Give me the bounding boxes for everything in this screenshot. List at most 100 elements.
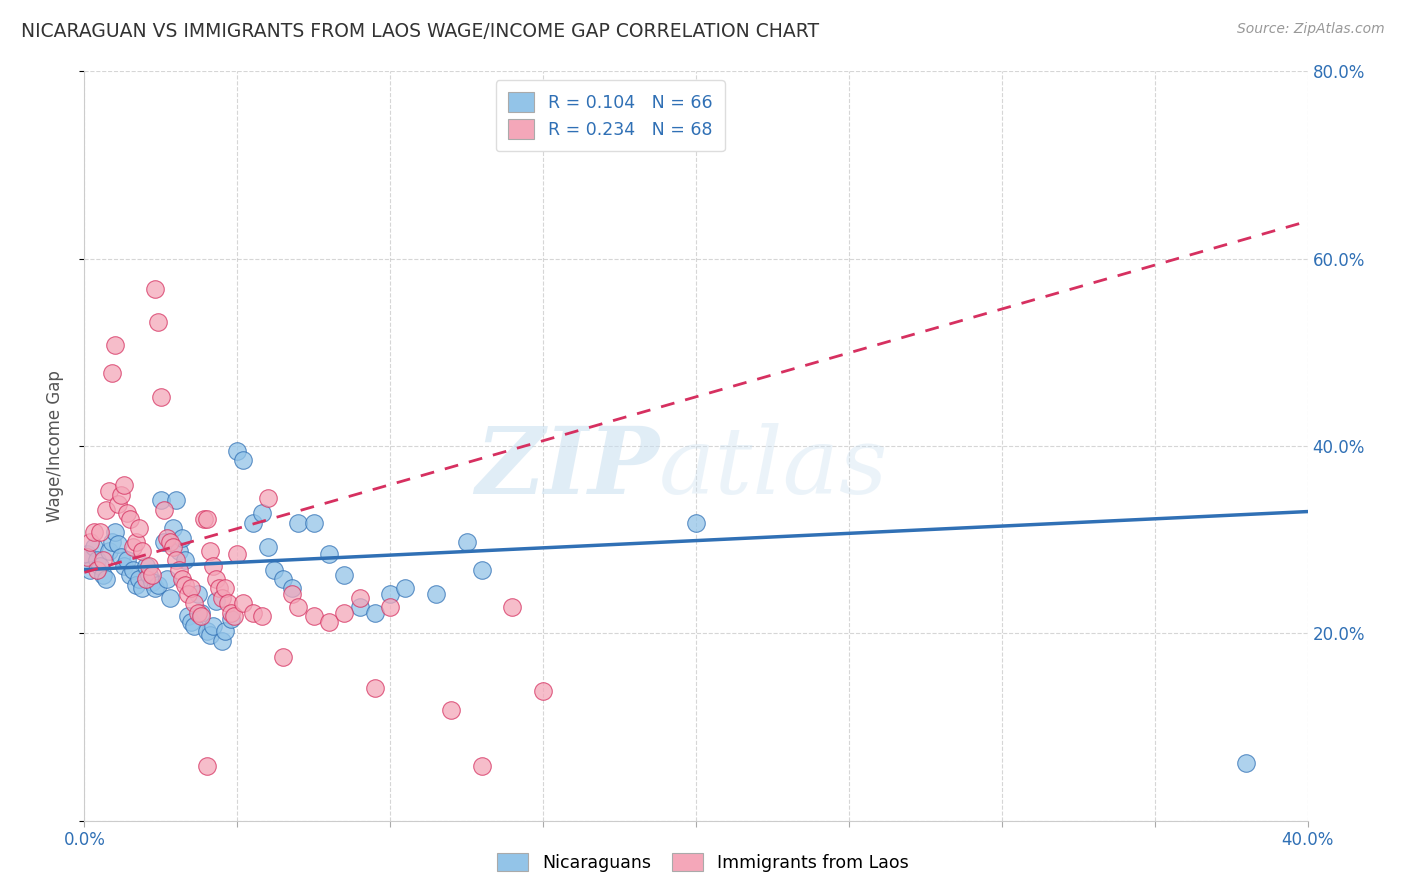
Point	[219, 606, 242, 620]
Text: atlas: atlas	[659, 424, 889, 514]
Point	[125, 577, 148, 591]
Point	[287, 516, 309, 530]
Point	[281, 587, 304, 601]
Point	[502, 600, 524, 615]
Point	[456, 534, 478, 549]
Point	[120, 568, 142, 582]
Point	[380, 587, 402, 601]
Point	[135, 572, 157, 586]
Point	[226, 443, 249, 458]
Point	[94, 502, 117, 516]
Point	[333, 606, 356, 620]
Point	[104, 338, 127, 352]
Point	[146, 577, 169, 591]
Point	[217, 596, 239, 610]
Point	[198, 628, 221, 642]
Point	[205, 593, 228, 607]
Point	[138, 558, 160, 573]
Point	[224, 609, 246, 624]
Point	[159, 591, 181, 605]
Point	[101, 534, 124, 549]
Point	[156, 531, 179, 545]
Point	[250, 507, 273, 521]
Point	[115, 553, 138, 567]
Point	[104, 525, 127, 540]
Point	[195, 759, 218, 773]
Legend: Nicaraguans, Immigrants from Laos: Nicaraguans, Immigrants from Laos	[491, 847, 915, 879]
Point	[394, 582, 416, 596]
Point	[302, 609, 325, 624]
Point	[91, 553, 114, 567]
Point	[101, 366, 124, 380]
Point	[172, 531, 194, 545]
Point	[232, 596, 254, 610]
Point	[167, 563, 190, 577]
Point	[97, 483, 120, 498]
Point	[186, 606, 208, 620]
Point	[685, 516, 707, 530]
Point	[110, 549, 132, 564]
Point	[76, 549, 98, 564]
Point	[79, 534, 101, 549]
Point	[162, 540, 184, 554]
Point	[226, 547, 249, 561]
Point	[141, 568, 163, 582]
Point	[172, 572, 194, 586]
Point	[107, 497, 129, 511]
Point	[86, 553, 108, 567]
Point	[186, 587, 208, 601]
Point	[257, 540, 280, 554]
Point	[162, 521, 184, 535]
Point	[128, 572, 150, 586]
Point	[153, 502, 176, 516]
Point	[177, 587, 200, 601]
Point	[149, 390, 172, 404]
Point	[193, 512, 215, 526]
Point	[94, 572, 117, 586]
Point	[122, 563, 145, 577]
Point	[349, 591, 371, 605]
Point	[141, 574, 163, 589]
Point	[165, 493, 187, 508]
Point	[195, 624, 218, 639]
Point	[138, 568, 160, 582]
Point	[190, 606, 212, 620]
Point	[110, 488, 132, 502]
Point	[135, 558, 157, 573]
Point	[146, 315, 169, 329]
Point	[112, 478, 135, 492]
Point	[97, 544, 120, 558]
Point	[83, 525, 105, 540]
Point	[159, 534, 181, 549]
Point	[125, 534, 148, 549]
Point	[364, 606, 387, 620]
Point	[89, 558, 111, 573]
Point	[271, 649, 294, 664]
Text: NICARAGUAN VS IMMIGRANTS FROM LAOS WAGE/INCOME GAP CORRELATION CHART: NICARAGUAN VS IMMIGRANTS FROM LAOS WAGE/…	[21, 22, 820, 41]
Point	[177, 609, 200, 624]
Point	[318, 547, 340, 561]
Point	[201, 619, 224, 633]
Point	[131, 582, 153, 596]
Point	[190, 609, 212, 624]
Point	[167, 544, 190, 558]
Point	[219, 612, 242, 626]
Point	[153, 534, 176, 549]
Point	[131, 544, 153, 558]
Text: ZIP: ZIP	[475, 424, 659, 514]
Point	[122, 540, 145, 554]
Point	[302, 516, 325, 530]
Point	[211, 591, 233, 605]
Point	[195, 512, 218, 526]
Point	[242, 516, 264, 530]
Point	[471, 563, 494, 577]
Point	[128, 521, 150, 535]
Point	[214, 624, 236, 639]
Point	[242, 606, 264, 620]
Point	[211, 633, 233, 648]
Point	[205, 572, 228, 586]
Point	[281, 582, 304, 596]
Point	[1236, 756, 1258, 770]
Point	[287, 600, 309, 615]
Point	[156, 572, 179, 586]
